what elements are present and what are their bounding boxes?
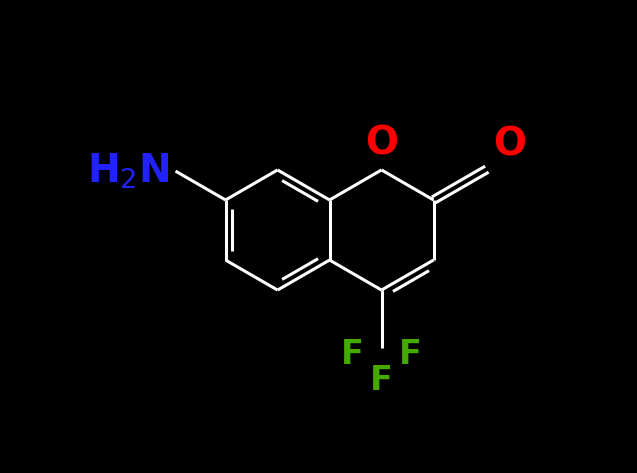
Text: O: O — [493, 125, 526, 163]
Text: F: F — [399, 338, 422, 371]
Text: F: F — [370, 364, 393, 397]
Text: O: O — [365, 124, 398, 162]
Text: F: F — [341, 338, 364, 371]
Text: H$_2$N: H$_2$N — [87, 151, 169, 191]
